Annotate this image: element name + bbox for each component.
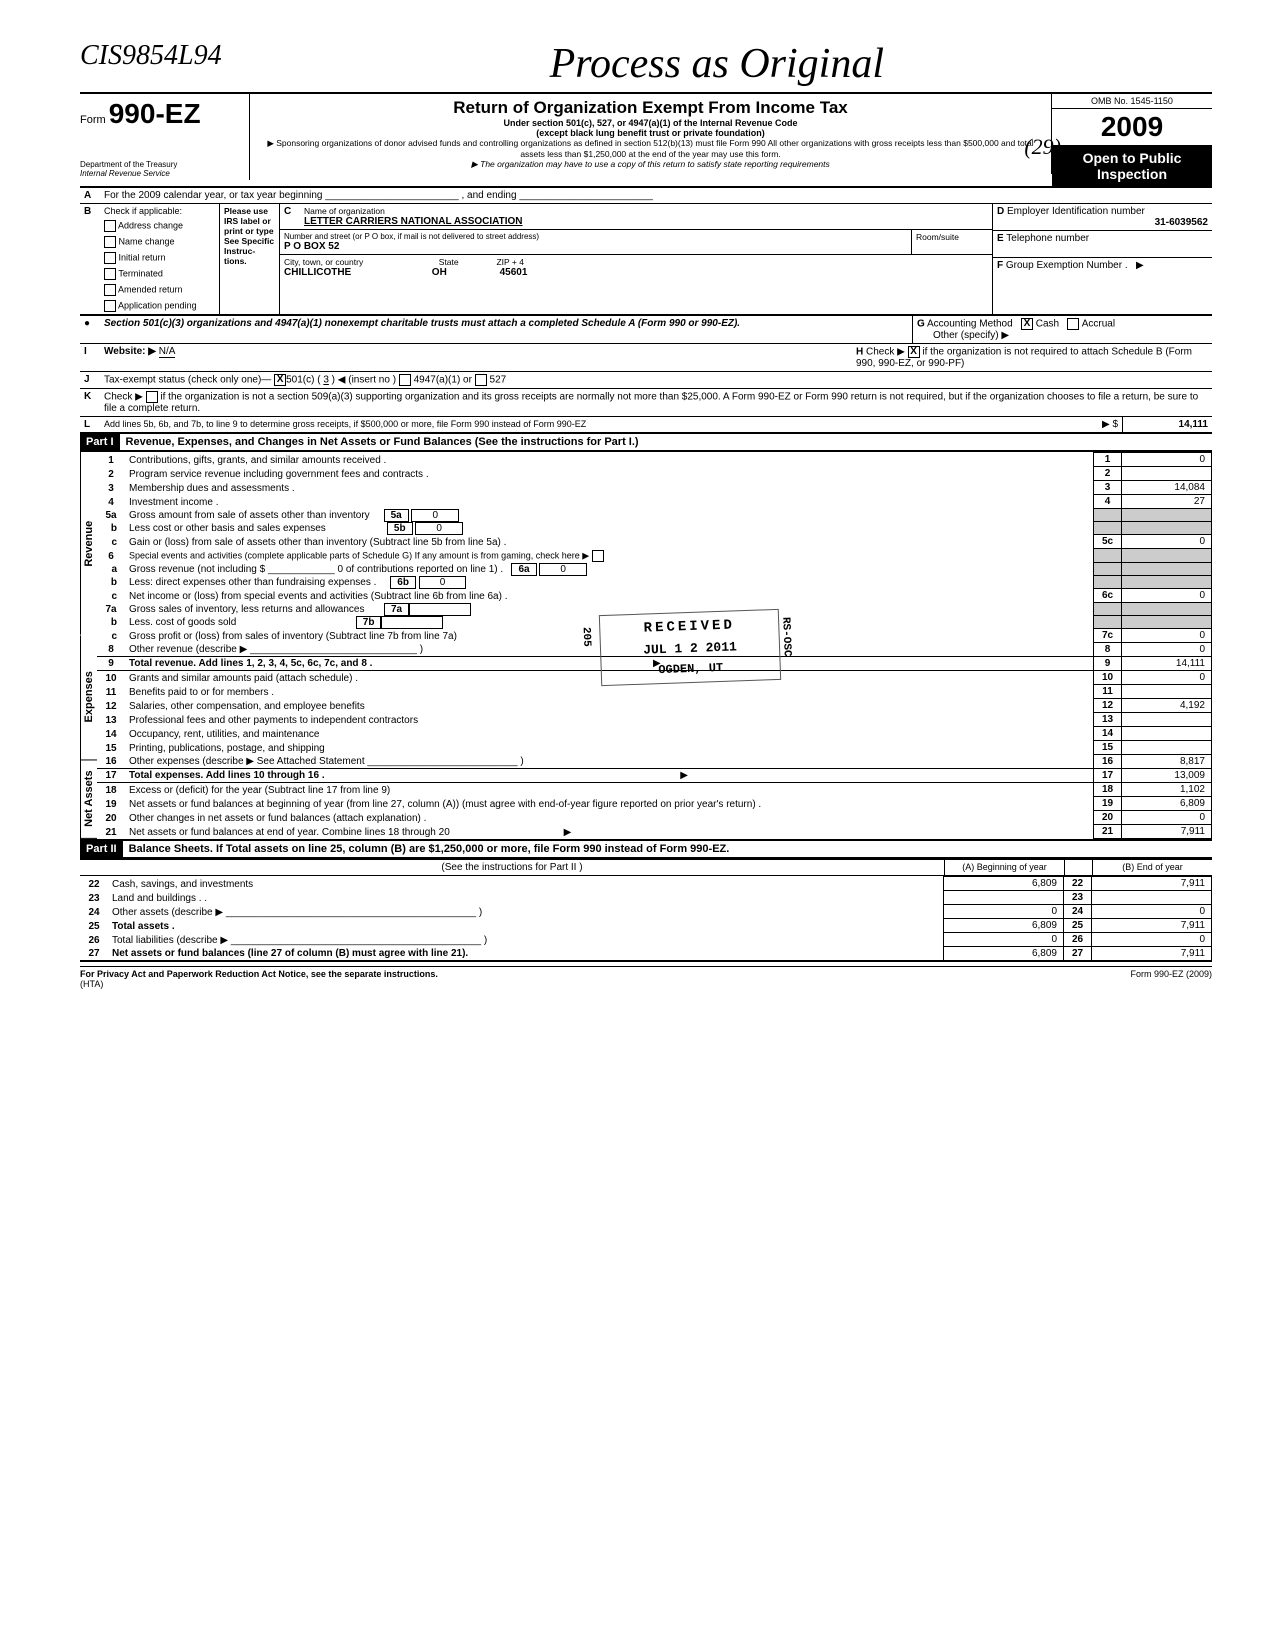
line-a: For the 2009 calendar year, or tax year … bbox=[100, 188, 1212, 203]
handwritten-id: CIS9854L94 bbox=[80, 40, 222, 72]
dept-irs: Internal Revenue Service bbox=[80, 169, 243, 178]
expenses-label: Expenses bbox=[80, 635, 97, 760]
checkbox-h[interactable]: X bbox=[908, 346, 920, 358]
d-label: Employer Identification number bbox=[1007, 206, 1145, 217]
form-subtitle2: (except black lung benefit trust or priv… bbox=[258, 128, 1043, 138]
col-a-header: (A) Beginning of year bbox=[944, 860, 1064, 875]
footer-hta: (HTA) bbox=[80, 979, 438, 989]
b-label: Check if applicable: bbox=[104, 206, 215, 216]
checkbox-application[interactable] bbox=[104, 300, 116, 312]
part2-label: Part II bbox=[80, 841, 123, 857]
org-zip: 45601 bbox=[500, 267, 528, 278]
e-label: Telephone number bbox=[1006, 233, 1089, 244]
checkbox-cash[interactable]: X bbox=[1021, 318, 1033, 330]
l-text: Add lines 5b, 6b, and 7b, to line 9 to d… bbox=[100, 417, 1092, 432]
please-use-irs: Please use IRS label or print or type Se… bbox=[220, 204, 280, 314]
form-subtitle1: Under section 501(c), 527, or 4947(a)(1)… bbox=[258, 118, 1043, 128]
handwritten-year: (29) bbox=[1024, 134, 1061, 160]
handwritten-title: Process as Original bbox=[550, 40, 884, 88]
dept-treasury: Department of the Treasury bbox=[80, 160, 243, 169]
part1-title: Revenue, Expenses, and Changes in Net As… bbox=[120, 434, 645, 450]
f-label: Group Exemption Number . bbox=[1006, 260, 1128, 271]
checkbox-accrual[interactable] bbox=[1067, 318, 1079, 330]
h-text: if the organization is not required to a… bbox=[856, 347, 1192, 369]
received-stamp: RECEIVED JUL 1 2 2011 OGDEN, UT bbox=[599, 609, 781, 686]
c-addr-label: Number and street (or P O box, if mail i… bbox=[284, 232, 907, 241]
form-year: 2009 bbox=[1052, 109, 1212, 146]
part2-table: 22Cash, savings, and investments6,809227… bbox=[80, 876, 1212, 962]
checkbox-initial-return[interactable] bbox=[104, 252, 116, 264]
form-note1: ▶ Sponsoring organizations of donor advi… bbox=[258, 138, 1043, 159]
checkbox-address-change[interactable] bbox=[104, 220, 116, 232]
omb-number: OMB No. 1545-1150 bbox=[1052, 94, 1212, 109]
part2-sub: (See the instructions for Part II ) bbox=[80, 860, 944, 875]
org-state: OH bbox=[432, 267, 447, 278]
org-city: CHILLICOTHE bbox=[284, 267, 351, 278]
org-address: P O BOX 52 bbox=[284, 241, 907, 252]
checkbox-terminated on[interactable] bbox=[104, 268, 116, 280]
open-public: Open to PublicInspection bbox=[1052, 146, 1212, 186]
checkbox-k[interactable] bbox=[146, 391, 158, 403]
room-suite-label: Room/suite bbox=[912, 230, 992, 254]
checkbox-527[interactable] bbox=[475, 374, 487, 386]
website: N/A bbox=[159, 346, 176, 358]
footer-privacy: For Privacy Act and Paperwork Reduction … bbox=[80, 969, 438, 979]
checkbox-501c[interactable]: X bbox=[274, 374, 286, 386]
form-title: Return of Organization Exempt From Incom… bbox=[258, 98, 1043, 118]
stamp-code2: RS-OSC bbox=[779, 617, 792, 657]
handwritten-header: CIS9854L94 Process as Original bbox=[80, 40, 1212, 88]
part2-title: Balance Sheets. If Total assets on line … bbox=[123, 841, 736, 857]
k-text: if the organization is not a section 509… bbox=[104, 392, 1198, 414]
checkbox-name-change[interactable] bbox=[104, 236, 116, 248]
form-number: Form 990-EZ bbox=[80, 98, 243, 130]
footer-form: Form 990-EZ (2009) bbox=[1130, 969, 1212, 989]
form-header: Form 990-EZ Department of the Treasury I… bbox=[80, 92, 1212, 188]
part1-label: Part I bbox=[80, 434, 120, 450]
ein: 31-6039562 bbox=[997, 217, 1208, 228]
netassets-label: Net Assets bbox=[80, 760, 97, 839]
revenue-label: Revenue bbox=[80, 452, 97, 635]
checkbox-4947[interactable] bbox=[399, 374, 411, 386]
org-name: LETTER CARRIERS NATIONAL ASSOCIATION bbox=[304, 216, 988, 227]
section-501-note: Section 501(c)(3) organizations and 4947… bbox=[100, 316, 912, 343]
stamp-code: 205 bbox=[580, 627, 593, 647]
checkbox-amended[interactable] bbox=[104, 284, 116, 296]
checkbox-gaming[interactable] bbox=[592, 550, 604, 562]
l-value: 14,111 bbox=[1122, 417, 1212, 432]
col-b-header: (B) End of year bbox=[1092, 860, 1212, 875]
c-name-label: Name of organization bbox=[304, 206, 988, 216]
form-note2: ▶ The organization may have to use a cop… bbox=[258, 159, 1043, 170]
